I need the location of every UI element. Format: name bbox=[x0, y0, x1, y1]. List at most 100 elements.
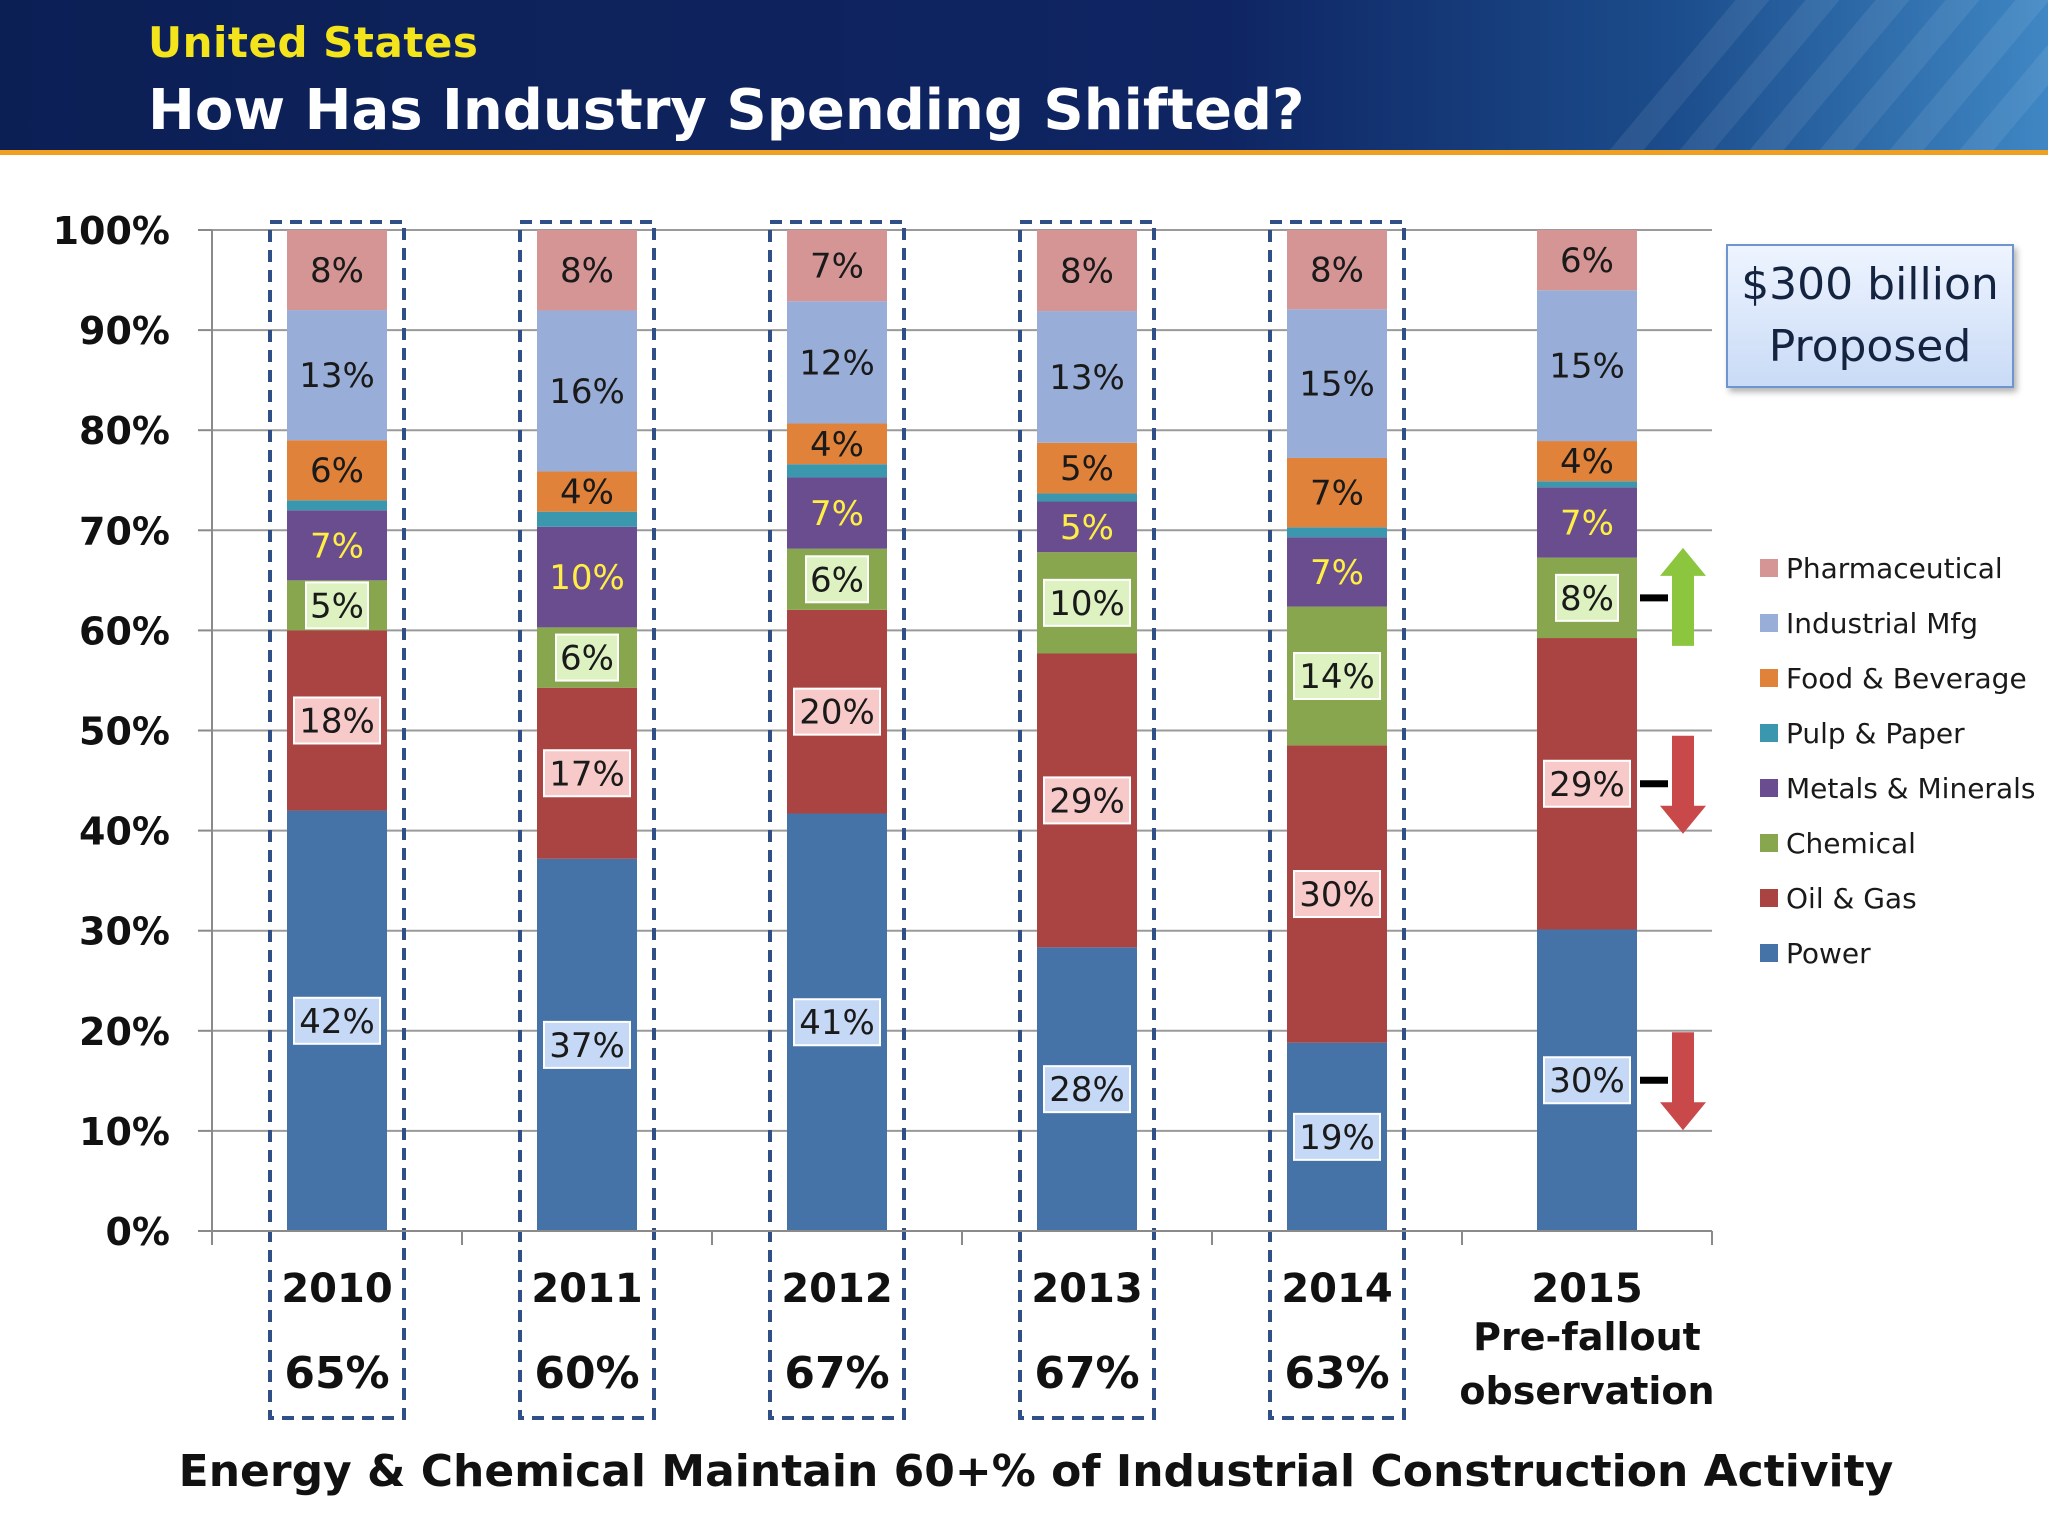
bar-segment bbox=[1537, 481, 1637, 488]
legend-label: Food & Beverage bbox=[1786, 662, 2027, 695]
data-label-box bbox=[793, 998, 881, 1047]
data-label-box bbox=[555, 633, 619, 682]
data-label: 37% bbox=[549, 1026, 625, 1066]
data-label: 6% bbox=[310, 451, 364, 491]
bar-segment bbox=[287, 500, 387, 511]
data-label: 13% bbox=[1049, 358, 1125, 398]
data-label: 7% bbox=[810, 247, 864, 287]
bar-segment bbox=[1537, 487, 1637, 558]
bar-segment bbox=[787, 464, 887, 478]
legend-label: Chemical bbox=[1786, 827, 1916, 860]
highlight-box bbox=[1268, 220, 1406, 1420]
bar-segment bbox=[287, 230, 387, 311]
bar-segment bbox=[787, 230, 887, 302]
data-label: 15% bbox=[1549, 347, 1625, 387]
page-title: How Has Industry Spending Shifted? bbox=[148, 78, 1305, 143]
data-label: 16% bbox=[549, 372, 625, 412]
bar-segment bbox=[1037, 501, 1137, 553]
data-label-box bbox=[1293, 1112, 1381, 1161]
data-label-box bbox=[543, 1020, 631, 1069]
data-label: 8% bbox=[1310, 251, 1364, 291]
category-share: 65% bbox=[284, 1348, 389, 1399]
data-label: 15% bbox=[1299, 365, 1375, 405]
data-label: 18% bbox=[299, 701, 375, 741]
category-share: 67% bbox=[1034, 1348, 1139, 1399]
category-note: Pre-fallout bbox=[1473, 1315, 1701, 1359]
data-label: 41% bbox=[799, 1003, 875, 1043]
slide-header: United States How Has Industry Spending … bbox=[0, 0, 2048, 150]
data-label: 8% bbox=[560, 251, 614, 291]
chart-gridlines bbox=[212, 229, 1712, 1132]
bar-segment bbox=[537, 230, 637, 311]
bar-segment bbox=[1037, 311, 1137, 443]
callout-status: Proposed bbox=[1768, 321, 1972, 372]
chart-category-labels: 2010 65% 2011 60% 2012 67% 2013 67% 2014 63% 2015P… bbox=[281, 1266, 1714, 1413]
data-label: 7% bbox=[1310, 474, 1364, 514]
data-label: 12% bbox=[799, 343, 875, 383]
data-label: 6% bbox=[810, 560, 864, 600]
y-tick-label: 20% bbox=[79, 1010, 170, 1054]
data-label-box bbox=[293, 696, 381, 745]
y-tick-label: 100% bbox=[53, 209, 170, 253]
data-label-box bbox=[1555, 573, 1619, 622]
data-label-box bbox=[805, 555, 869, 604]
bar-segment bbox=[787, 423, 887, 465]
legend-swatch bbox=[1760, 889, 1778, 907]
footer-caption: Energy & Chemical Maintain 60+% of Indus… bbox=[178, 1446, 1894, 1497]
callout-amount: $300 billion bbox=[1741, 259, 1999, 311]
data-label: 8% bbox=[1060, 252, 1114, 292]
data-label-box bbox=[1293, 651, 1381, 700]
category-label: 2011 bbox=[531, 1266, 642, 1312]
header-subtitle: United States bbox=[148, 18, 479, 67]
data-label-box bbox=[1293, 870, 1381, 919]
highlight-boxes bbox=[268, 220, 1406, 1420]
data-label: 7% bbox=[1310, 553, 1364, 593]
data-label: 7% bbox=[310, 526, 364, 566]
data-label-box bbox=[305, 581, 369, 630]
y-tick-label: 70% bbox=[79, 509, 170, 553]
highlight-box bbox=[268, 220, 406, 1420]
arrow-down-icon bbox=[1660, 1032, 1706, 1131]
y-tick-label: 40% bbox=[79, 810, 170, 854]
chart-bars bbox=[287, 230, 1637, 1231]
data-label: 28% bbox=[1049, 1070, 1125, 1110]
bar-segment bbox=[287, 510, 387, 581]
bar-segment bbox=[537, 511, 637, 527]
y-tick-label: 0% bbox=[105, 1210, 170, 1254]
legend-swatch bbox=[1760, 724, 1778, 742]
category-share: 67% bbox=[784, 1348, 889, 1399]
data-label: 30% bbox=[1299, 875, 1375, 915]
legend-swatch bbox=[1760, 779, 1778, 797]
data-label: 10% bbox=[1049, 584, 1125, 624]
legend-swatch bbox=[1760, 834, 1778, 852]
category-label: 2015 bbox=[1531, 1266, 1642, 1312]
arrow-up-icon bbox=[1660, 547, 1706, 646]
bar-segment bbox=[1537, 290, 1637, 442]
bar-segment bbox=[1037, 230, 1137, 312]
data-label-box bbox=[543, 749, 631, 798]
data-label-box bbox=[1543, 1056, 1631, 1105]
data-label: 4% bbox=[560, 473, 614, 513]
data-label: 42% bbox=[299, 1002, 375, 1042]
bar-segment bbox=[787, 301, 887, 424]
bar-segment bbox=[1287, 230, 1387, 310]
data-label-box bbox=[1043, 1065, 1131, 1114]
data-label-box bbox=[1543, 759, 1631, 808]
legend-label: Power bbox=[1786, 937, 1871, 970]
data-label: 7% bbox=[810, 494, 864, 534]
data-label-box bbox=[1043, 578, 1131, 627]
data-label-box bbox=[1043, 776, 1131, 825]
data-label: 30% bbox=[1549, 1061, 1625, 1101]
data-label: 5% bbox=[1060, 508, 1114, 548]
y-tick-label: 80% bbox=[79, 409, 170, 453]
category-share: 60% bbox=[534, 1348, 639, 1399]
data-label: 5% bbox=[1060, 449, 1114, 489]
data-label: 19% bbox=[1299, 1118, 1375, 1158]
bar-segment bbox=[787, 477, 887, 549]
highlight-box bbox=[1018, 220, 1156, 1420]
chart-legend: Pharmaceutical Industrial Mfg Food & Bever… bbox=[1760, 552, 2035, 970]
category-label: 2013 bbox=[1031, 1266, 1142, 1312]
data-label: 13% bbox=[299, 356, 375, 396]
bar-segment bbox=[1287, 527, 1387, 538]
